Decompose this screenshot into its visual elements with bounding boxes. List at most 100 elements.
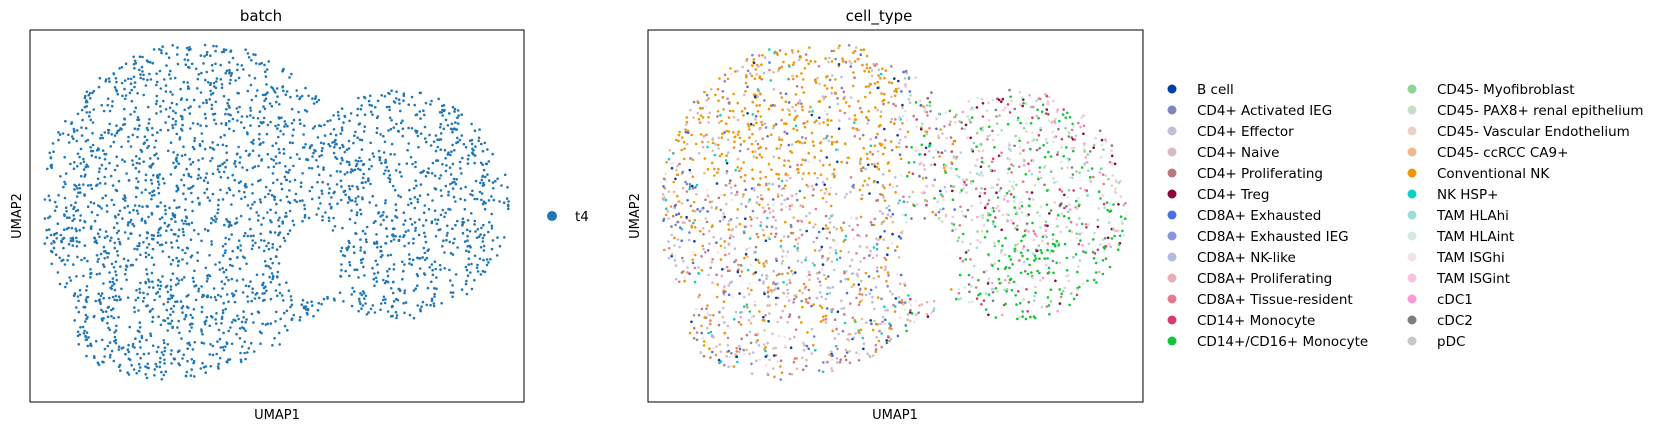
scatter-point (828, 192, 831, 196)
scatter-point (686, 271, 689, 274)
scatter-point (923, 153, 927, 156)
scatter-point (777, 69, 780, 73)
scatter-point (283, 175, 287, 179)
scatter-point (254, 241, 257, 245)
scatter-point (691, 209, 695, 213)
scatter-point (719, 258, 723, 261)
scatter-point (818, 141, 822, 145)
scatter-point (315, 159, 318, 162)
scatter-point (382, 151, 386, 154)
scatter-point (1110, 237, 1114, 240)
scatter-point (918, 152, 921, 156)
scatter-point (239, 244, 242, 247)
scatter-point (891, 212, 895, 216)
scatter-point (801, 136, 804, 139)
scatter-point (158, 173, 161, 176)
scatter-point (776, 287, 780, 290)
scatter-point (92, 315, 96, 319)
scatter-point (187, 306, 190, 310)
scatter-point (830, 135, 834, 139)
scatter-point (142, 352, 146, 356)
scatter-point (932, 156, 935, 159)
scatter-point (263, 107, 267, 111)
scatter-point (997, 239, 1000, 243)
scatter-point (745, 348, 749, 352)
scatter-point (799, 219, 802, 222)
scatter-point (213, 118, 216, 122)
scatter-point (317, 98, 321, 102)
scatter-point (441, 104, 444, 108)
scatter-point (244, 320, 247, 324)
scatter-point (111, 295, 115, 299)
scatter-point (138, 204, 141, 208)
scatter-point (853, 318, 856, 322)
scatter-point (860, 110, 863, 114)
scatter-point (974, 187, 978, 190)
scatter-point (176, 46, 179, 49)
scatter-point (482, 223, 485, 227)
scatter-point (210, 217, 213, 220)
scatter-point (790, 269, 793, 273)
scatter-point (1078, 217, 1081, 220)
scatter-point (243, 195, 247, 199)
scatter-point (470, 138, 474, 142)
scatter-point (103, 175, 106, 179)
scatter-point (671, 214, 675, 218)
scatter-point (390, 119, 393, 122)
scatter-point (133, 247, 136, 251)
scatter-point (867, 177, 871, 180)
scatter-point (928, 101, 932, 104)
scatter-point (919, 128, 923, 131)
scatter-point (1043, 164, 1047, 168)
scatter-point (348, 163, 351, 167)
scatter-point (79, 214, 82, 217)
scatter-point (104, 182, 107, 185)
scatter-point (393, 101, 397, 104)
scatter-point (918, 99, 922, 103)
scatter-point (259, 232, 263, 236)
scatter-point (706, 313, 710, 317)
scatter-point (288, 229, 292, 232)
scatter-point (250, 98, 254, 102)
scatter-point (748, 198, 752, 201)
scatter-point (222, 348, 226, 352)
scatter-point (812, 343, 815, 347)
scatter-point (59, 233, 63, 237)
scatter-point (114, 188, 118, 192)
scatter-point (224, 268, 228, 272)
scatter-point (1076, 288, 1079, 292)
scatter-point (741, 65, 744, 69)
scatter-point (216, 143, 220, 147)
scatter-point (772, 269, 775, 273)
scatter-point (301, 172, 304, 175)
scatter-point (765, 225, 769, 228)
scatter-point (129, 218, 133, 222)
scatter-point (234, 222, 237, 225)
scatter-point (145, 268, 148, 271)
scatter-point (772, 354, 776, 357)
scatter-point (961, 259, 965, 263)
scatter-point (463, 207, 467, 211)
scatter-point (817, 64, 821, 68)
scatter-point (849, 96, 853, 99)
scatter-point (184, 63, 188, 66)
scatter-point (470, 122, 473, 126)
scatter-point (911, 190, 915, 194)
scatter-point (772, 124, 776, 128)
scatter-point (768, 304, 771, 307)
scatter-point (487, 199, 491, 202)
scatter-point (779, 316, 783, 319)
scatter-point (776, 53, 779, 56)
scatter-point (360, 293, 364, 297)
scatter-point (229, 113, 232, 117)
scatter-point (343, 115, 347, 118)
scatter-point (955, 174, 958, 177)
scatter-point (179, 300, 183, 303)
scatter-point (735, 190, 739, 194)
scatter-point (89, 276, 92, 279)
scatter-point (772, 71, 775, 74)
scatter-point (380, 94, 384, 97)
scatter-point (774, 296, 778, 300)
scatter-point (491, 152, 495, 156)
scatter-point (260, 61, 264, 65)
